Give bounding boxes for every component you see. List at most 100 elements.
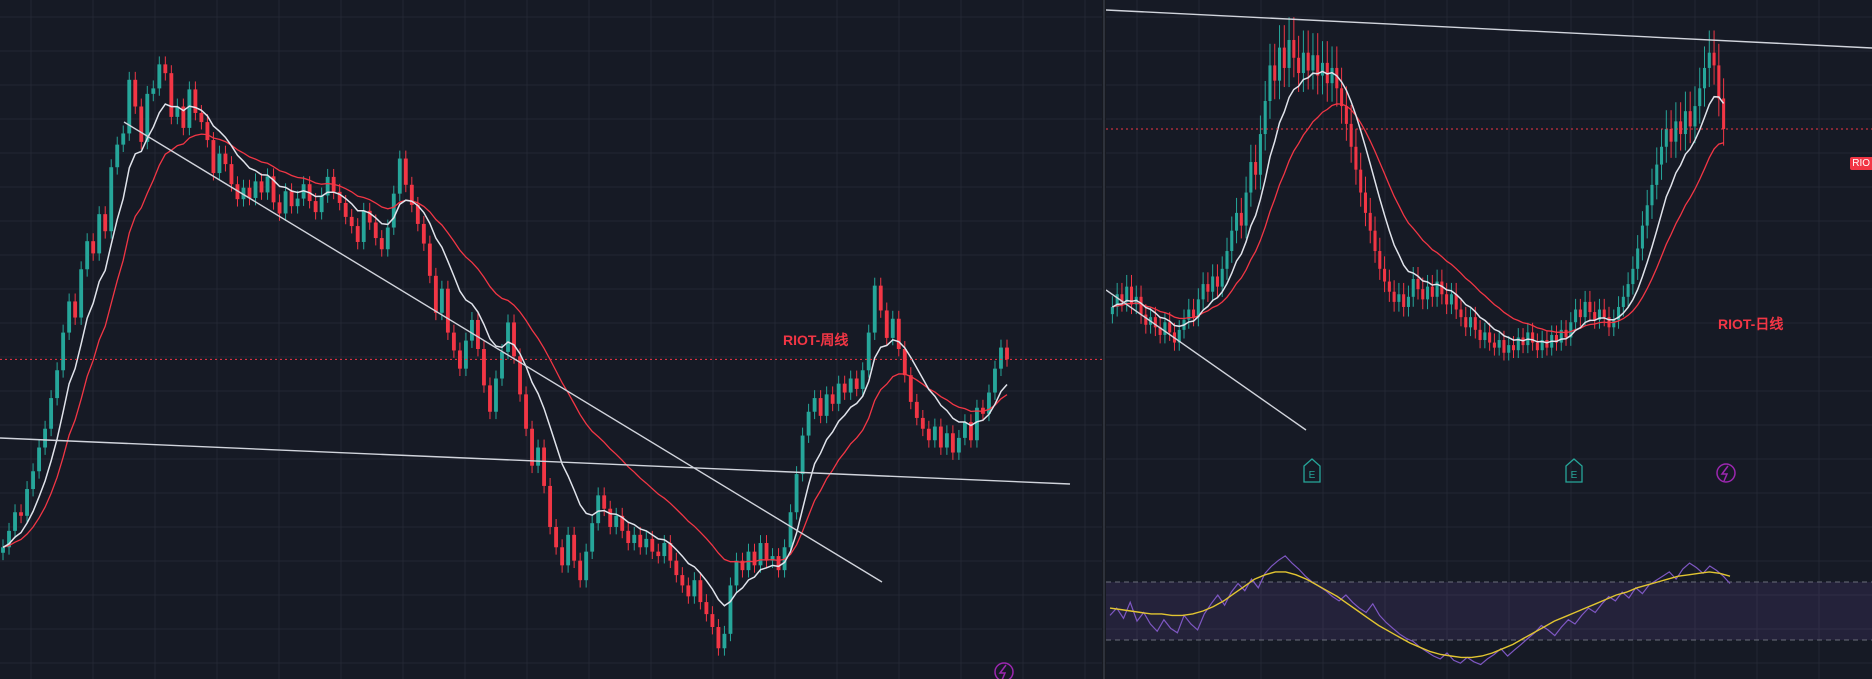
candle-body [1722,98,1726,129]
candle-body [283,191,288,214]
candle-body [1330,67,1334,84]
descending-trendline [123,121,883,583]
candle-body [229,164,234,185]
candle-body [944,433,949,448]
candle-body [109,167,114,232]
candle-body [896,318,901,350]
candle-body [806,411,811,436]
candle-body [758,543,763,566]
candle-body [1502,340,1506,353]
candle-body [1640,225,1644,249]
candle-body [13,512,17,531]
candle-body [482,349,486,386]
rsi-band [1106,582,1872,640]
candle-body [1406,296,1410,307]
candle-body [295,198,300,207]
candle-body [1254,162,1258,175]
candle-body [1349,123,1353,147]
candle-body [848,378,853,393]
candle-body [253,181,258,198]
candle-body [1511,345,1516,351]
candle-body [650,538,655,552]
candle-body [1344,106,1348,124]
candle-body [1201,284,1205,300]
candle-body [548,485,553,527]
candle-body [1416,279,1420,290]
panel-divider[interactable] [1102,0,1106,679]
candle-body [987,392,991,414]
candle-body [818,398,823,416]
candle-body [1378,251,1382,269]
candle-body [43,428,48,448]
candle-body [325,176,330,196]
candle-body [830,394,835,404]
candle-body [470,319,474,341]
candle-body [211,140,216,174]
candle-body [1698,88,1702,107]
candle-body [79,269,84,318]
candle-body [271,176,276,203]
candle-body [926,428,931,441]
candle-body [391,193,396,228]
candle-body [145,93,150,142]
candle-body [1,547,5,553]
candle-body [241,187,246,200]
horizontal-trendline [0,437,1071,485]
candle-body [866,332,871,371]
candle-body [1335,67,1339,89]
candle-body [476,319,480,350]
candle-body [602,495,607,509]
candle-body [842,383,847,393]
candle-body [7,530,11,548]
candle-body [764,543,769,561]
candle-body [259,181,264,193]
candle-body [1631,268,1635,285]
candle-body [656,551,661,557]
candle-body [343,202,348,217]
candle-body [1196,299,1200,318]
weekly-chart-svg[interactable] [0,0,1102,679]
candle-body [1445,294,1449,305]
candle-body [49,398,54,429]
candle-body [1211,276,1215,292]
candle-body [361,210,366,242]
candle-body [181,106,186,128]
candle-body [1110,306,1114,315]
candle-body [1459,309,1463,318]
candle-body [1435,281,1439,297]
candle-body [920,417,925,429]
candle-body [524,394,528,429]
candle-body [1144,314,1148,325]
candle-body [1215,276,1219,287]
candle-body [1717,65,1721,99]
candle-body [638,534,643,548]
candle-body [1688,111,1692,127]
candle-body [1540,340,1544,351]
candle-body [554,526,559,548]
candle-body [1225,251,1229,269]
candle-body [1320,62,1325,76]
candle-body [427,243,432,276]
weekly-chart-panel[interactable]: RIOT-周线 [0,0,1102,679]
candle-body [1621,296,1625,307]
candle-body [373,222,378,239]
candle-body [584,551,589,581]
candle-body [704,602,709,615]
candle-body [1559,329,1563,343]
candle-body [1129,286,1134,305]
candle-body [1354,146,1358,170]
candle-body [1297,57,1301,74]
candle-body [860,370,865,389]
earnings-icon [1565,458,1583,483]
candle-body [614,515,619,527]
candle-body [1005,347,1009,360]
candle-body [680,575,685,586]
candle-body [121,133,126,145]
moving-average-fast [1112,70,1725,344]
candle-body [1564,329,1568,338]
candle-body [67,301,72,333]
candle-body [1593,312,1597,320]
candle-body [668,543,673,561]
